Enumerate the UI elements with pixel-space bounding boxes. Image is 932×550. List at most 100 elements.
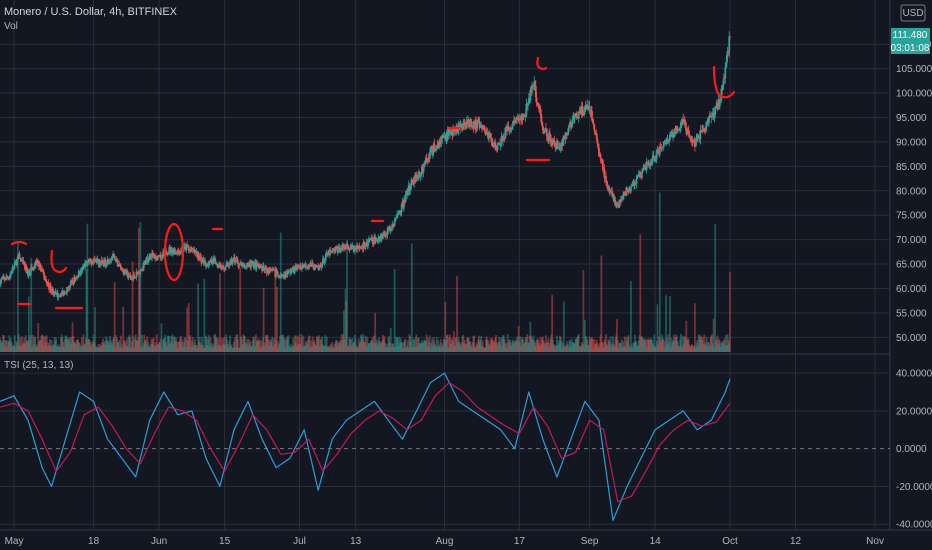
candle-body	[436, 144, 439, 146]
candle-body	[687, 129, 690, 136]
volume-bar	[321, 344, 324, 352]
volume-bar	[335, 339, 338, 352]
volume-bar	[474, 347, 476, 352]
candlesticks[interactable]	[0, 31, 731, 301]
candle-body	[450, 131, 453, 133]
candle-body	[55, 293, 58, 295]
candle-body	[20, 261, 23, 262]
candle-body	[121, 268, 124, 271]
volume-bar	[20, 335, 23, 352]
volume-bar	[203, 278, 206, 352]
volume-bar	[708, 342, 710, 352]
volume-bar	[616, 339, 619, 352]
candle-body	[511, 124, 514, 130]
candle-body	[30, 266, 33, 272]
volume-bar	[669, 296, 671, 352]
volume-bar	[360, 334, 363, 352]
candle-body	[445, 139, 448, 141]
candle-body	[243, 264, 246, 268]
candle-body	[677, 128, 680, 130]
volume-bar	[123, 342, 126, 352]
y-tick-label: 55.000	[896, 308, 927, 319]
volume-bar	[496, 345, 499, 352]
candle-body	[578, 111, 581, 113]
volume-bar	[104, 345, 107, 352]
candle-body	[151, 253, 154, 255]
volume-bar	[484, 339, 487, 352]
volume-bar	[314, 344, 316, 352]
volume-bar	[137, 337, 139, 352]
volume-bar	[261, 337, 264, 352]
volume-bar	[665, 295, 667, 352]
candle-body	[603, 168, 606, 179]
candle-body	[492, 143, 494, 147]
candle-body	[244, 266, 247, 267]
volume-bar	[173, 336, 176, 352]
volume-bar	[697, 334, 700, 352]
volume-bar	[362, 334, 365, 352]
candle-body	[147, 260, 150, 262]
volume-bar	[513, 343, 515, 352]
volume-bar	[599, 334, 602, 352]
candle-body	[250, 263, 253, 267]
volume-bar	[76, 340, 79, 352]
volume-bar	[213, 334, 216, 352]
candle-body	[545, 128, 548, 136]
volume-bar	[400, 342, 403, 352]
volume-bar	[487, 340, 490, 352]
volume-bar	[414, 337, 417, 352]
volume-bar	[45, 341, 47, 352]
candle-body	[231, 261, 234, 264]
volume-bar	[712, 318, 715, 352]
y-tick-label: 70.000	[896, 235, 927, 246]
volume-bar	[583, 344, 586, 352]
volume-bar	[225, 334, 228, 352]
candle-body	[389, 229, 392, 231]
candle-body	[34, 265, 36, 267]
volume-bar	[227, 346, 230, 352]
volume-bar	[523, 342, 526, 352]
volume-bar	[380, 342, 383, 352]
candle-body	[647, 162, 650, 164]
volume-bar	[194, 339, 196, 352]
volume-bar	[242, 334, 245, 352]
volume-bar	[553, 344, 556, 352]
volume-bar	[589, 338, 592, 352]
volume-bar	[138, 275, 141, 352]
candle-body	[332, 248, 335, 250]
volume-bar	[658, 336, 660, 352]
candle-body	[214, 258, 217, 263]
volume-bar	[346, 345, 349, 352]
candle-body	[600, 158, 603, 160]
freehand-annotations	[10, 56, 736, 310]
volume-bar	[452, 341, 455, 352]
candle-body	[50, 290, 53, 292]
candle-body	[281, 275, 284, 277]
volume-bar	[167, 335, 170, 352]
volume-bar	[179, 337, 182, 352]
volume-bar	[361, 339, 364, 352]
candle-body	[595, 133, 598, 139]
usd-button-label[interactable]: USD	[902, 8, 923, 19]
volume-bar	[298, 334, 301, 352]
volume-bar	[594, 343, 596, 352]
candle-body	[636, 176, 639, 180]
volume-bar	[670, 338, 673, 352]
volume-bar	[266, 335, 269, 352]
volume-bar	[656, 304, 659, 352]
candle-body	[318, 267, 320, 269]
volume-bar	[409, 336, 412, 352]
volume-bar	[18, 345, 21, 352]
candle-body	[540, 114, 543, 123]
volume-bar	[251, 345, 253, 352]
x-tick-label: Jun	[151, 536, 167, 547]
candle-body	[187, 246, 190, 251]
volume-bar	[565, 344, 568, 352]
candle-body	[119, 265, 122, 270]
volume-bar	[608, 342, 611, 352]
volume-bar	[406, 345, 409, 352]
volume-bar	[250, 346, 253, 352]
candle-body	[272, 269, 274, 270]
volume-bar	[538, 342, 540, 352]
usd-button[interactable]: USD	[900, 4, 926, 22]
